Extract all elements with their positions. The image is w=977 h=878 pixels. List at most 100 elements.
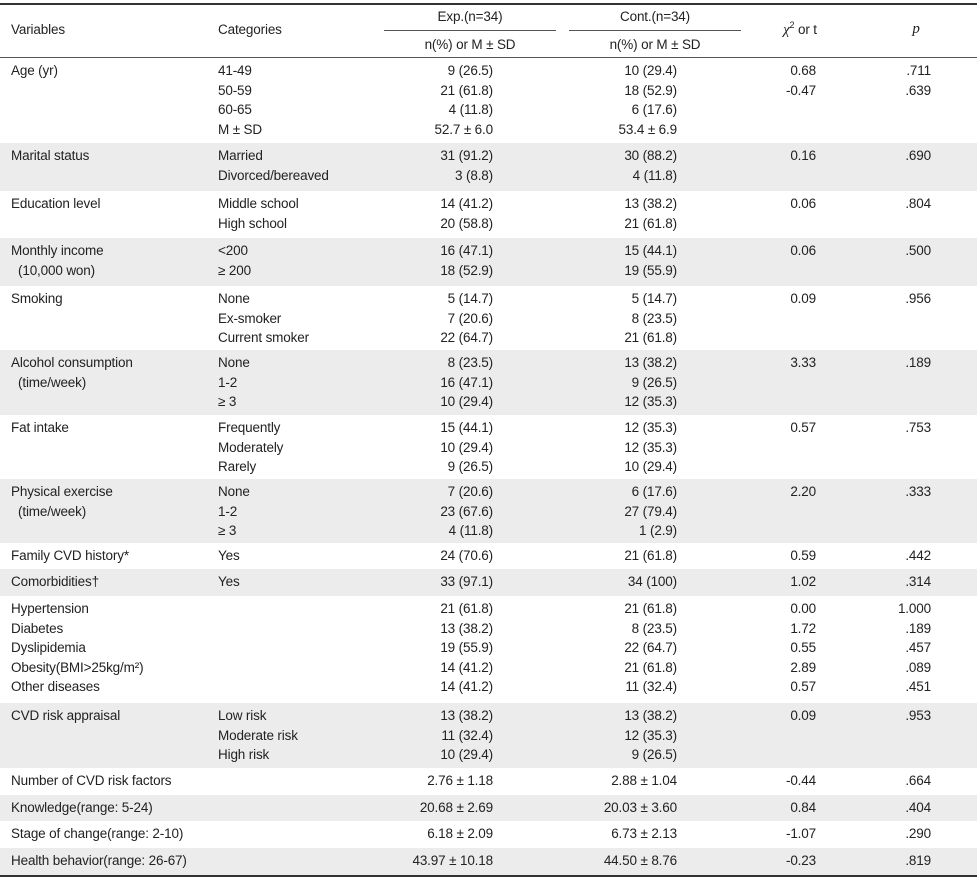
header-chi-or-t: χ2 or t: [745, 20, 855, 39]
category: 50-59: [218, 82, 252, 98]
category: Married: [218, 148, 263, 163]
chi-value-cell: 0.84: [790, 798, 816, 818]
p-value: .333: [905, 484, 931, 499]
variable: Education level: [11, 196, 101, 211]
cont-value: 34 (100): [627, 574, 677, 589]
p-value: .819: [905, 853, 931, 868]
p-value: .664: [905, 773, 931, 788]
cont-value: 9 (26.5): [631, 747, 677, 763]
exp-value-cell: 15 (44.1) 10 (29.4) 9 (26.5): [440, 418, 493, 477]
row-band: [0, 795, 977, 821]
category: Rarely: [218, 459, 257, 475]
category: 1-2: [218, 503, 238, 519]
cont-value-cell: 21 (61.8) 8 (23.5) 22 (64.7) 21 (61.8) 11 (3…: [624, 599, 677, 697]
variable: Monthly income: [11, 243, 104, 258]
category: Divorced/bereaved: [218, 167, 329, 183]
chi-value: 0.16: [790, 148, 816, 163]
table-top-rule: [0, 3, 977, 5]
variable-cell: Alcohol consumption (time/week): [11, 353, 133, 392]
exp-value: 15 (44.1): [440, 420, 493, 435]
category: <200: [218, 243, 248, 258]
exp-value-cell: 8 (23.5) 16 (47.1) 10 (29.4): [440, 353, 493, 412]
exp-value: 22 (64.7): [440, 330, 493, 346]
exp-value-cell: 43.97 ± 10.18: [412, 851, 493, 871]
category: Frequently: [218, 420, 281, 435]
cont-value: 6.73 ± 2.13: [611, 826, 677, 841]
category-cell: Low risk Moderate risk High risk: [218, 706, 298, 765]
chi-value-cell: 0.16: [790, 146, 816, 166]
p-value: .189: [905, 355, 931, 370]
chi-value: 2.20: [790, 484, 816, 499]
variable-cell: Family CVD history*: [11, 546, 129, 566]
p-value-cell: .804: [905, 194, 931, 214]
exp-value: 24 (70.6): [440, 548, 493, 563]
p-value-cell: .953: [905, 706, 931, 726]
category: High school: [218, 215, 287, 231]
category-cell: <200 ≥ 200: [218, 241, 251, 280]
exp-value: 11 (32.4): [441, 727, 493, 743]
category: Low risk: [218, 708, 267, 723]
p-value-cell: .753: [905, 418, 931, 438]
category: 41-49: [218, 63, 252, 78]
variable: Stage of change(range: 2-10): [11, 826, 184, 841]
category-cell: 41-49 50-59 60-65 M ± SD: [218, 61, 262, 139]
chi-value: 0.55: [790, 640, 816, 656]
cont-value-cell: 10 (29.4) 18 (52.9) 6 (17.6) 53.4 ± 6.9: [619, 61, 678, 139]
cont-value: 2.88 ± 1.04: [611, 773, 677, 788]
exp-value: 33 (97.1): [440, 574, 493, 589]
category-cell: None 1-2 ≥ 3: [218, 482, 250, 541]
variable: Family CVD history*: [11, 548, 129, 563]
variable: Alcohol consumption: [11, 355, 133, 370]
cont-value: 12 (35.3): [624, 439, 677, 455]
variable: (10,000 won): [18, 262, 95, 278]
cont-value-cell: 13 (38.2) 9 (26.5) 12 (35.3): [624, 353, 677, 412]
variable-cell: Hypertension Diabetes Dyslipidemia Obesity(…: [11, 599, 144, 697]
exp-value: 13 (38.2): [440, 708, 493, 723]
variable-cell: Monthly income (10,000 won): [11, 241, 104, 280]
p-value-cell: .404: [905, 798, 931, 818]
variable-cell: Number of CVD risk factors: [11, 771, 172, 791]
variable: Comorbidities†: [11, 574, 99, 589]
p-value-cell: .189: [905, 353, 931, 373]
variable-cell: Knowledge(range: 5-24): [11, 798, 153, 818]
cont-value: 30 (88.2): [624, 148, 677, 163]
p-value: .753: [905, 420, 931, 435]
variable-cell: Education level: [11, 194, 100, 214]
exp-value: 9 (26.5): [447, 459, 493, 475]
variable: Hypertension: [11, 601, 89, 616]
variable: Number of CVD risk factors: [11, 773, 172, 788]
cont-value: 6 (17.6): [631, 484, 677, 499]
p-value: .639: [905, 82, 931, 98]
row-band: [0, 350, 977, 415]
cont-value: 12 (35.3): [624, 420, 677, 435]
chi-value-cell: 0.68 -0.47: [786, 61, 816, 100]
row-band: [0, 848, 977, 875]
exp-value: 20 (58.8): [440, 215, 493, 231]
cont-value-cell: 30 (88.2) 4 (11.8): [624, 146, 677, 185]
variable: Physical exercise: [11, 484, 113, 499]
row-band: [0, 479, 977, 543]
cont-value: 13 (38.2): [624, 708, 677, 723]
chi-value-cell: 0.00 1.72 0.55 2.89 0.57: [790, 599, 816, 697]
category: 60-65: [218, 102, 252, 118]
category: Yes: [218, 548, 240, 563]
cont-value-cell: 5 (14.7) 8 (23.5) 21 (61.8): [624, 289, 677, 348]
chi-value-cell: -0.23: [786, 851, 816, 871]
cont-value-cell: 44.50 ± 8.76: [604, 851, 677, 871]
chi-value-cell: 2.20: [790, 482, 816, 502]
cont-value: 6 (17.6): [631, 102, 677, 118]
variable: (time/week): [18, 503, 87, 519]
category: None: [218, 355, 250, 370]
p-value: .189: [905, 620, 931, 636]
exp-value: 21 (61.8): [440, 82, 493, 98]
exp-value: 14 (41.2): [440, 196, 493, 211]
chi-value-cell: -0.44: [786, 771, 816, 791]
cont-value: 12 (35.3): [624, 727, 677, 743]
cont-value: 44.50 ± 8.76: [603, 853, 677, 868]
variable-cell: CVD risk appraisal: [11, 706, 120, 726]
cont-value-cell: 21 (61.8): [624, 546, 677, 566]
category-cell: Yes: [218, 546, 240, 566]
header-p: p: [912, 21, 920, 37]
chi-value: -1.07: [785, 826, 816, 841]
exp-value-cell: 24 (70.6): [440, 546, 493, 566]
